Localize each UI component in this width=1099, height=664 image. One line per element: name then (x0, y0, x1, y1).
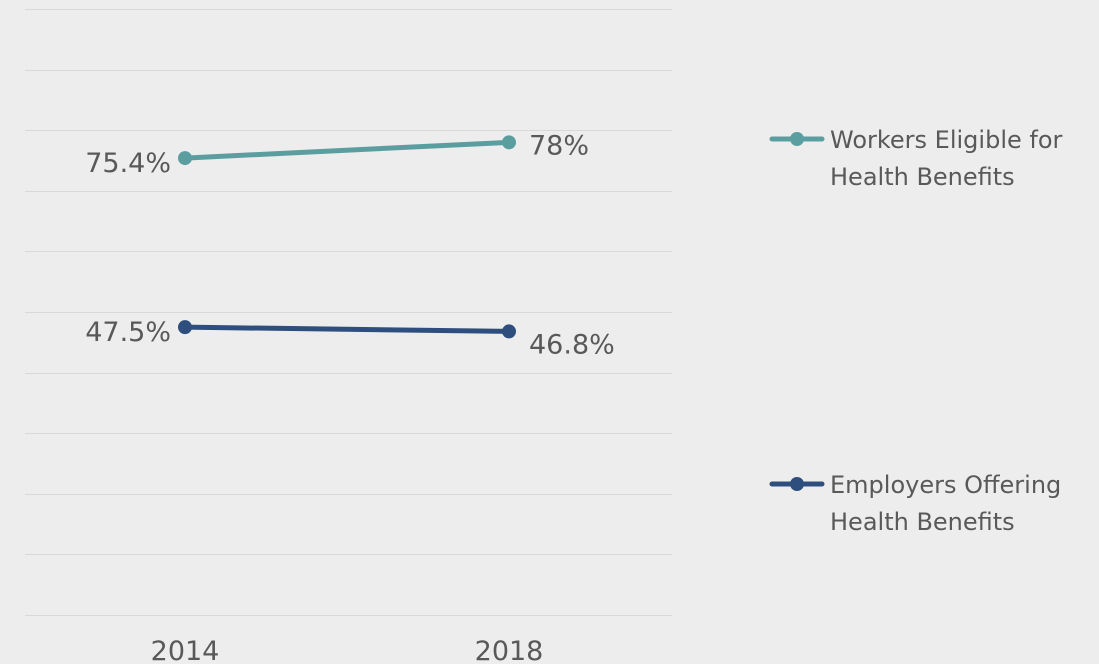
legend-label: Employers Offering (830, 471, 1061, 499)
legend-label: Health Benefits (830, 508, 1015, 536)
x-tick-label: 2018 (475, 636, 544, 664)
data-point-marker (178, 320, 192, 335)
series-2: 47.5% 46.8% (85, 317, 615, 360)
series-line (182, 324, 512, 334)
legend-entry: Workers Eligible for Health Benefits (769, 126, 1063, 191)
data-label: 47.5% (85, 317, 171, 348)
legend-marker (790, 477, 804, 491)
data-point-marker (502, 135, 516, 150)
data-label: 75.4% (85, 148, 171, 179)
data-label: 46.8% (529, 329, 615, 360)
data-point-marker (502, 324, 516, 339)
gridlines (25, 9, 672, 616)
x-axis-tick-labels: 2014 2018 (151, 636, 544, 664)
legend-entry: Employers Offering Health Benefits (769, 471, 1061, 536)
x-tick-label: 2014 (151, 636, 220, 664)
series-1: 75.4% 78% (85, 130, 589, 179)
legend-marker (790, 132, 804, 146)
series-layer: 75.4% 78% 47.5% 46.8% (85, 130, 615, 360)
legend-label: Health Benefits (830, 163, 1015, 191)
series-line (182, 139, 512, 161)
data-label: 78% (529, 130, 589, 161)
legend-label: Workers Eligible for (830, 126, 1063, 154)
data-point-marker (178, 151, 192, 166)
